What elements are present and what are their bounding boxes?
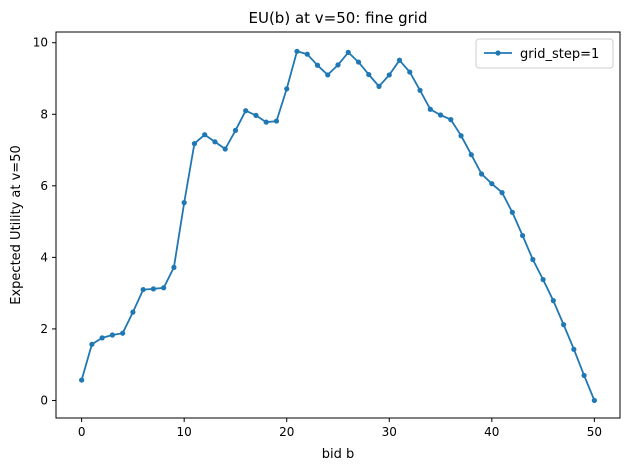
data-point — [417, 87, 423, 93]
data-point — [396, 57, 403, 63]
y-tick-label: 6 — [40, 179, 48, 193]
y-axis-label: Expected Utility at v=50 — [9, 145, 24, 304]
data-point — [376, 83, 382, 89]
data-point — [150, 286, 157, 292]
data-point — [314, 62, 321, 68]
data-point — [263, 119, 269, 125]
data-point — [202, 132, 208, 138]
data-point — [540, 276, 546, 283]
y-tick-label: 10 — [33, 36, 48, 50]
data-point — [550, 298, 556, 304]
data-point — [335, 62, 341, 68]
data-point — [191, 141, 198, 147]
data-point — [109, 332, 115, 338]
data-point — [519, 232, 526, 239]
data-point — [489, 181, 495, 187]
data-point — [222, 146, 228, 152]
data-point — [140, 286, 146, 293]
plot-area — [56, 32, 620, 418]
plot-frame — [55, 31, 621, 419]
data-point — [99, 335, 105, 341]
legend: grid_step=1 — [475, 38, 614, 69]
data-point — [437, 112, 444, 118]
data-point — [253, 112, 259, 118]
data-point — [161, 285, 167, 291]
x-tick-label: 20 — [279, 425, 294, 439]
data-point — [181, 200, 187, 206]
y-axis: 0 2 4 6 8 10 — [33, 36, 56, 407]
x-axis-label: bid b — [322, 447, 355, 462]
data-point — [120, 330, 126, 336]
data-point — [232, 127, 239, 133]
y-tick-label: 0 — [40, 393, 48, 407]
data-point — [530, 256, 536, 263]
x-tick-label: 50 — [587, 425, 602, 439]
data-point — [468, 152, 474, 158]
data-point — [407, 69, 413, 75]
data-point — [304, 51, 310, 57]
x-tick-label: 40 — [484, 425, 499, 439]
data-point — [427, 106, 433, 112]
series-layer — [79, 48, 597, 404]
data-point — [284, 86, 290, 92]
data-point — [499, 190, 505, 196]
legend-label: grid_step=1 — [520, 47, 599, 62]
data-point — [345, 49, 351, 55]
data-point — [243, 108, 249, 114]
data-point — [325, 72, 331, 78]
y-tick-label: 8 — [40, 107, 48, 121]
data-point — [571, 346, 577, 352]
data-point — [561, 322, 567, 328]
data-point — [478, 171, 485, 177]
data-point — [355, 59, 362, 65]
data-point — [130, 309, 136, 315]
data-point — [212, 139, 218, 145]
y-tick-label: 2 — [40, 322, 48, 336]
legend-marker-sample — [495, 50, 501, 56]
data-point — [591, 397, 597, 404]
y-tick-label: 4 — [40, 250, 48, 264]
data-point — [581, 372, 587, 379]
chart-title: EU(b) at v=50: fine grid — [249, 9, 428, 27]
data-point — [386, 72, 392, 78]
data-point — [366, 71, 372, 78]
data-point — [448, 117, 454, 123]
x-axis: 0 10 20 30 40 50 — [78, 418, 602, 439]
data-point — [79, 377, 85, 383]
data-point — [509, 209, 515, 215]
data-point — [294, 48, 300, 54]
data-point — [89, 341, 95, 347]
x-tick-label: 30 — [382, 425, 397, 439]
data-point — [458, 133, 464, 139]
data-point — [273, 118, 280, 124]
data-point — [171, 264, 177, 270]
x-tick-label: 10 — [177, 425, 192, 439]
legend-box — [475, 38, 614, 69]
x-tick-label: 0 — [78, 425, 86, 439]
